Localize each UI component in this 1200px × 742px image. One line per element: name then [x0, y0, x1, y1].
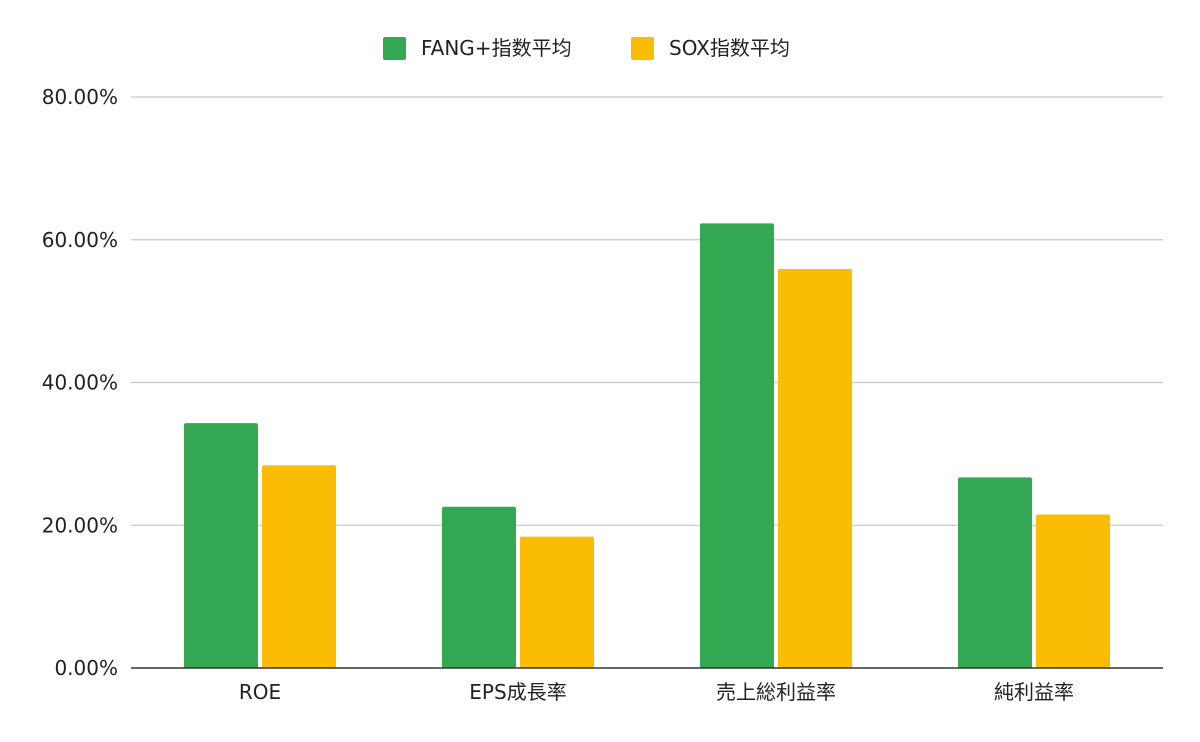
legend-swatch: [383, 37, 406, 60]
y-tick-label: 80.00%: [42, 85, 118, 109]
bar-sox-1[interactable]: [520, 536, 594, 668]
x-axis-ticks: ROE EPS成長率 売上総利益率 純利益率: [239, 680, 1074, 704]
bar-fang-0[interactable]: [184, 423, 258, 668]
x-tick-label: 純利益率: [994, 680, 1074, 704]
x-tick-label: EPS成長率: [469, 680, 566, 704]
y-tick-label: 60.00%: [42, 228, 118, 252]
gridlines: [131, 96, 1163, 526]
bars: [184, 223, 1110, 669]
bar-sox-3[interactable]: [1036, 514, 1110, 668]
bar-fang-2[interactable]: [700, 223, 774, 669]
y-axis-ticks: 0.00% 20.00% 40.00% 60.00% 80.00%: [42, 85, 118, 680]
legend[interactable]: FANG+指数平均 SOX指数平均: [383, 36, 790, 60]
legend-label: FANG+指数平均: [421, 36, 572, 60]
y-tick-label: 20.00%: [42, 513, 118, 537]
bar-fang-1[interactable]: [442, 506, 516, 668]
legend-item-fang[interactable]: FANG+指数平均: [383, 36, 572, 60]
legend-label: SOX指数平均: [669, 36, 790, 60]
bar-sox-2[interactable]: [778, 269, 852, 668]
legend-item-sox[interactable]: SOX指数平均: [631, 36, 790, 60]
y-tick-label: 40.00%: [42, 371, 118, 395]
legend-swatch: [631, 37, 654, 60]
x-tick-label: 売上総利益率: [716, 680, 836, 704]
x-tick-label: ROE: [239, 680, 281, 704]
bar-fang-3[interactable]: [958, 477, 1032, 668]
bar-sox-0[interactable]: [262, 465, 336, 668]
y-tick-label: 0.00%: [54, 656, 118, 680]
